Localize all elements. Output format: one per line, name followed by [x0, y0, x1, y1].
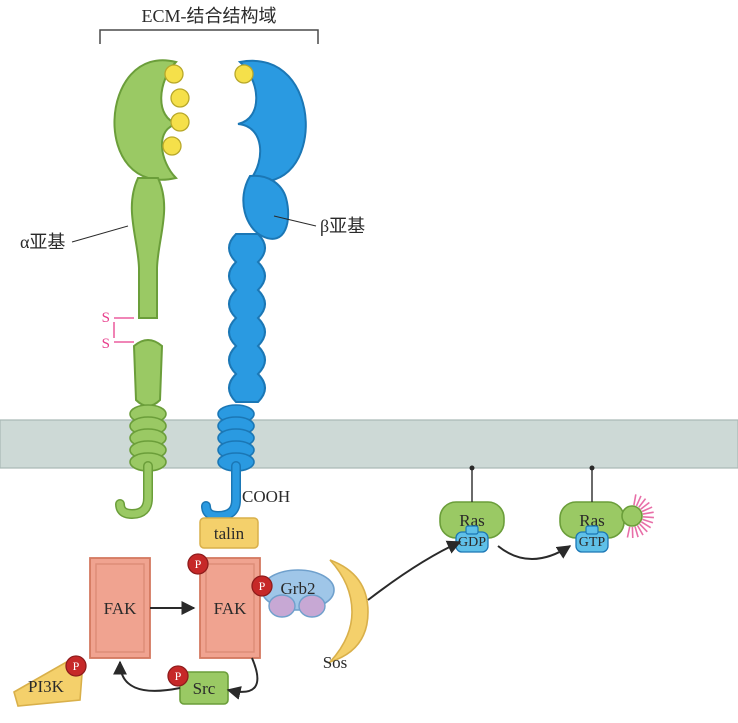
ecm-label: ECM-结合结构域 [142, 6, 277, 26]
sunburst-ray [643, 517, 654, 518]
alpha-knob [134, 340, 162, 406]
divalent-cation-icon [165, 65, 183, 83]
fak-label: FAK [214, 599, 247, 618]
ecm-bracket [100, 30, 318, 44]
cooh-label: COOH [242, 487, 290, 506]
arrow-sos-ras [368, 542, 460, 600]
diagram-root: ECM-结合结构域 SSα亚基 β亚基 COOH talin FAK FAK Grb2 Sos S… [0, 0, 738, 718]
beta-label: β亚基 [320, 216, 365, 236]
sunburst-ray [635, 527, 638, 538]
grb2-sh3 [269, 595, 295, 617]
arrow-fak-src [228, 658, 257, 692]
arrow-ras-ras [498, 546, 570, 559]
grb2-sh3 [299, 595, 325, 617]
ras-effector-knob [622, 506, 642, 526]
divalent-cation-icon [235, 65, 253, 83]
fak-label: FAK [104, 599, 137, 618]
sunburst-ray [627, 527, 629, 538]
phospho-label: P [195, 557, 202, 571]
src-label: Src [193, 679, 216, 698]
sos-crescent [330, 560, 368, 662]
beta-stalk [229, 234, 265, 402]
leader-line [72, 226, 128, 242]
sunburst-ray [634, 494, 636, 505]
sunburst-ray [642, 519, 652, 522]
ss-label: S [102, 310, 110, 326]
divalent-cation-icon [171, 89, 189, 107]
nucleotide-label: GTP [579, 535, 606, 550]
alpha-label: α亚基 [20, 232, 65, 252]
beta-neck [243, 176, 288, 239]
talin-label: talin [214, 524, 245, 543]
diagram-svg: ECM-结合结构域 SSα亚基 β亚基 COOH talin FAK FAK Grb2 Sos S… [0, 0, 738, 718]
divalent-cation-icon [171, 113, 189, 131]
pi3k-label: PI3K [28, 677, 65, 696]
nucleotide-label: GDP [458, 535, 486, 550]
grb2-label: Grb2 [281, 579, 316, 598]
ss-label: S [102, 336, 110, 352]
alpha-stalk-upper [132, 178, 164, 318]
sunburst-ray [643, 512, 654, 514]
phospho-label: P [175, 669, 182, 683]
sos-label: Sos [323, 653, 348, 672]
divalent-cation-icon [163, 137, 181, 155]
phospho-label: P [73, 659, 80, 673]
membrane [0, 420, 738, 468]
phospho-label: P [259, 579, 266, 593]
